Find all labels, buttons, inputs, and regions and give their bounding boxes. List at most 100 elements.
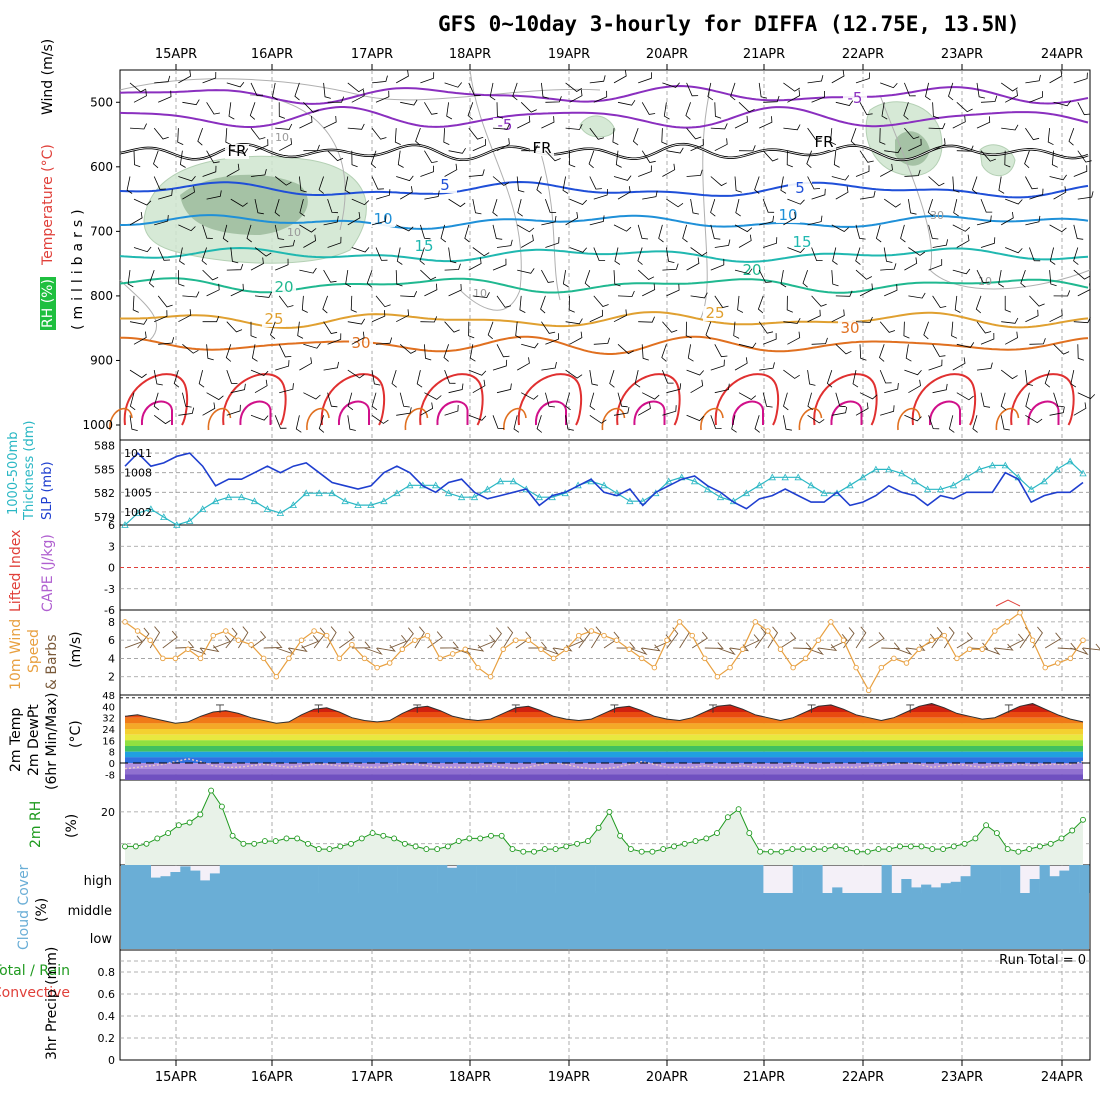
upper-barb-7-8 — [327, 236, 342, 248]
upper-barb-13-26 — [762, 392, 773, 408]
wind-barb-27 — [465, 644, 485, 652]
cloud-high-bar-4 — [160, 876, 171, 893]
upper-barb-4-25 — [734, 176, 742, 193]
upper-barb-1-19 — [593, 90, 608, 103]
upper-barb-10-14 — [468, 321, 475, 339]
upper-barb-8-17 — [541, 269, 555, 283]
wind-barb-7 — [213, 635, 231, 649]
surface-loop-red-7 — [813, 373, 878, 426]
upper-barb-12-15 — [492, 359, 508, 371]
upper-barb-11-25 — [738, 342, 757, 349]
wind-speed-point-14 — [298, 637, 305, 643]
upper-barb-4-16 — [516, 176, 525, 193]
upper-barb-1-21 — [641, 102, 656, 115]
upper-barb-2-33 — [928, 123, 946, 130]
upper-barb-12-9 — [347, 369, 365, 379]
rh-point-60 — [767, 848, 774, 855]
upper-barb-12-3 — [198, 370, 205, 388]
thickness-point-59 — [885, 465, 893, 473]
temp-contour-25 — [120, 311, 1089, 329]
cloud-high-bar-16 — [279, 865, 290, 893]
upper-barb-2-12 — [415, 127, 421, 146]
upper-barb-2-18 — [565, 124, 583, 130]
wind-barb-10 — [250, 631, 267, 649]
thickness-point-74 — [1079, 469, 1087, 477]
cloud-high-bar-77 — [881, 865, 892, 893]
date-top-24APR: 24APR — [1041, 47, 1083, 62]
upper-barb-8-20 — [613, 270, 621, 287]
upper-barb-14-21 — [638, 402, 651, 416]
upper-barb-7-31 — [883, 247, 893, 263]
rh-point-39 — [541, 846, 548, 853]
upper-barb-0-3 — [202, 71, 217, 84]
upper-barb-6-34 — [952, 224, 971, 232]
wind-barb-56 — [830, 634, 848, 649]
thickness-point-22 — [406, 481, 414, 489]
upper-barb-9-37 — [1029, 295, 1045, 307]
rh-point-82 — [1004, 846, 1011, 853]
temp-band-1 — [125, 703, 1083, 707]
upper-tick-600: 600 — [90, 160, 113, 174]
upper-barb-10-11 — [396, 309, 410, 323]
cloud-high-bar-38 — [496, 865, 507, 893]
upper-barb-8-11 — [395, 270, 403, 287]
upper-barb-4-7 — [299, 176, 307, 193]
wind-speed-point-12 — [273, 673, 280, 680]
upper-barb-3-37 — [1024, 150, 1030, 169]
upper-barb-7-22 — [666, 247, 675, 263]
thickness-point-48 — [742, 489, 751, 497]
upper-barb-7-3 — [201, 247, 207, 265]
upper-barb-2-11 — [394, 128, 401, 145]
rh-ylabel-2: (%) — [64, 813, 80, 838]
upper-barb-12-39 — [1070, 370, 1077, 388]
upper-barb-8-38 — [1049, 270, 1057, 287]
upper-barb-7-10 — [375, 247, 388, 261]
upper-barb-8-2 — [178, 270, 185, 287]
surface-loop-or-5 — [601, 407, 626, 431]
upper-barb-9-38 — [1053, 290, 1071, 297]
upper-ylabel-pressure: (millibars) — [70, 204, 86, 330]
date-bottom-18APR: 18APR — [449, 1070, 491, 1085]
thickness-point-26 — [457, 493, 466, 501]
upper-barb-0-32 — [904, 82, 916, 97]
upper-barb-9-31 — [884, 284, 898, 297]
upper-barb-9-2 — [182, 291, 200, 298]
upper-barb-13-34 — [956, 392, 974, 401]
rh-point-73 — [907, 843, 914, 850]
upper-barb-2-34 — [952, 115, 966, 129]
wind-speed-point-64 — [928, 637, 935, 643]
wind-speed-point-7 — [210, 632, 216, 639]
freezing-level-inner — [119, 143, 1089, 161]
dewpoint-line — [124, 758, 1084, 770]
panel-frame-wind — [119, 609, 1091, 696]
rh-point-2 — [143, 840, 150, 847]
upper-barb-0-12 — [420, 72, 435, 84]
upper-tick-1000: 1000 — [82, 418, 113, 432]
upper-barb-14-4 — [226, 404, 241, 416]
upper-barb-12-16 — [517, 357, 530, 371]
thickness-point-2 — [147, 505, 155, 512]
upper-barb-2-25 — [734, 115, 748, 129]
upper-barb-14-15 — [492, 415, 504, 429]
upper-barb-14-37 — [1025, 414, 1043, 424]
contour-label-13: 25 — [264, 310, 283, 328]
temp-contour-5 — [119, 180, 1089, 199]
upper-barb-3-33 — [932, 138, 946, 152]
upper-barb-14-0 — [129, 415, 138, 431]
wind-speed-point-17 — [336, 655, 343, 662]
upper-barb-14-11 — [396, 407, 412, 416]
wind-speed-point-75 — [1067, 655, 1074, 662]
upper-barb-9-3 — [206, 283, 220, 297]
rh-point-56 — [724, 814, 731, 821]
cloud-high-bar-37 — [486, 865, 497, 893]
rh-tick-20: 20 — [101, 806, 115, 819]
contour-label-bg-16 — [838, 321, 862, 336]
rh-point-43 — [584, 838, 591, 845]
contour-label-6: 5 — [795, 179, 805, 197]
wind-speed-point-55 — [815, 637, 822, 643]
upper-barb-13-27 — [783, 392, 789, 411]
upper-barb-4-24 — [710, 176, 727, 187]
lifted-index-point — [995, 599, 1021, 607]
date-bottom-16APR: 16APR — [251, 1070, 293, 1085]
upper-barb-10-8 — [323, 321, 338, 334]
